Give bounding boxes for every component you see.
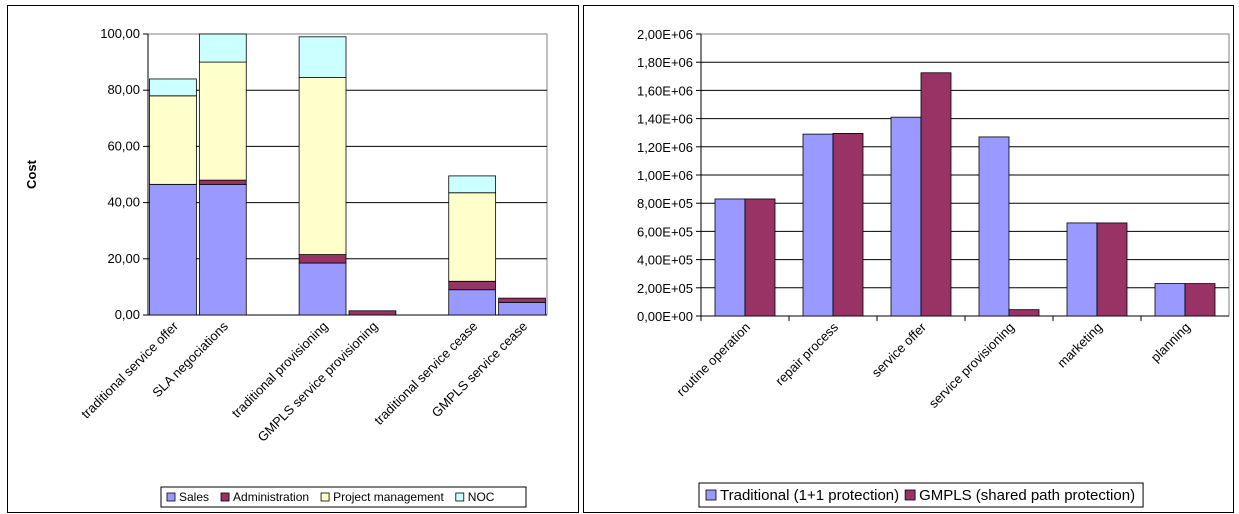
legend-box [698, 482, 1144, 508]
bar-segment [298, 262, 347, 316]
x-tick-label: planning [1148, 320, 1193, 365]
bar [714, 198, 746, 317]
bar-segment [149, 95, 197, 185]
bar-segment [348, 310, 397, 316]
legend-label: Project management [333, 490, 444, 504]
bar-segment [198, 179, 247, 185]
bar-segment [298, 254, 347, 264]
y-tick-label: 40,00 [107, 195, 140, 210]
legend-label: Traditional (1+1 protection) [720, 487, 899, 504]
bar-segment [198, 33, 247, 63]
y-tick-label: 80,00 [107, 82, 140, 97]
y-tick-label: 2,00E+05 [637, 281, 693, 296]
bar [832, 133, 864, 317]
bar-segment [298, 36, 347, 78]
bar [802, 133, 834, 317]
x-tick-label: service provisioning [926, 320, 1017, 411]
bar-segment [149, 183, 197, 316]
x-tick-label: service offer [869, 319, 930, 380]
legend-swatch [705, 489, 717, 501]
bar-segment [448, 175, 497, 194]
y-axis-title: Cost [24, 159, 39, 189]
stacked-cost-chart-panel: 0,00 20,00 40,00 60,00 80,00 100,00 Cost tradit… [7, 5, 579, 513]
grouped-cost-chart: 0,00E+00 2,00E+05 4,00E+05 6,00E+05 8,00E+05… [637, 27, 1230, 508]
y-tick-label: 1,40E+06 [637, 112, 693, 127]
y-tick-label: 0,00E+00 [637, 309, 693, 324]
bar-segment [448, 289, 497, 316]
bar [1184, 283, 1216, 317]
bar-segment [498, 297, 546, 303]
bar-segment [198, 183, 247, 316]
bar [978, 136, 1010, 317]
x-tick-label: traditional service offer [78, 318, 181, 421]
x-tick-label: routine operation [674, 320, 754, 400]
stacked-cost-chart: 0,00 20,00 40,00 60,00 80,00 100,00 Cost tradit… [24, 26, 548, 508]
legend-swatch [455, 492, 465, 502]
x-tick-label: traditional provisioning [229, 319, 331, 421]
bar-segment [198, 61, 247, 181]
legend-label: Sales [179, 490, 209, 504]
y-tick-label: 1,80E+06 [637, 55, 693, 70]
bar-segment [498, 301, 546, 316]
y-tick-label: 2,00E+06 [637, 27, 693, 42]
legend-box [160, 486, 527, 508]
bar [1154, 283, 1186, 317]
legend-swatch [166, 492, 176, 502]
bar-segment [298, 77, 347, 255]
y-tick-label: 1,00E+06 [637, 168, 693, 183]
y-tick-label: 100,00 [100, 26, 140, 41]
bar [920, 72, 952, 317]
bar [744, 198, 776, 317]
legend-swatch [220, 492, 230, 502]
bar [890, 116, 922, 317]
legend-swatch [904, 489, 916, 501]
bar-segment [448, 192, 497, 282]
bar [1008, 309, 1040, 317]
y-tick-label: 1,20E+06 [637, 140, 693, 155]
bar [1066, 222, 1098, 317]
legend-label: Administration [233, 490, 309, 504]
y-tick-label: 60,00 [107, 138, 140, 153]
y-tick-label: 0,00 [115, 307, 140, 322]
legend: Sales Administration Project management NOC [160, 486, 527, 508]
y-tick-label: 8,00E+05 [637, 196, 693, 211]
legend-swatch [320, 492, 330, 502]
grouped-cost-chart-panel: 0,00E+00 2,00E+05 4,00E+05 6,00E+05 8,00E+05… [583, 5, 1234, 513]
legend: Traditional (1+1 protection) GMPLS (share… [698, 482, 1144, 508]
bar-segment [448, 280, 497, 291]
y-tick-label: 20,00 [107, 251, 140, 266]
bar [1096, 222, 1128, 317]
y-tick-label: 1,60E+06 [637, 83, 693, 98]
y-tick-label: 4,00E+05 [637, 253, 693, 268]
legend-label: NOC [468, 490, 495, 504]
x-tick-label: GMPLS service cease [429, 319, 531, 421]
x-tick-label: marketing [1054, 320, 1105, 371]
bar-segment [149, 78, 197, 97]
legend-label: GMPLS (shared path protection) [919, 487, 1135, 504]
y-tick-label: 6,00E+05 [637, 224, 693, 239]
x-tick-label: repair process [772, 319, 841, 388]
